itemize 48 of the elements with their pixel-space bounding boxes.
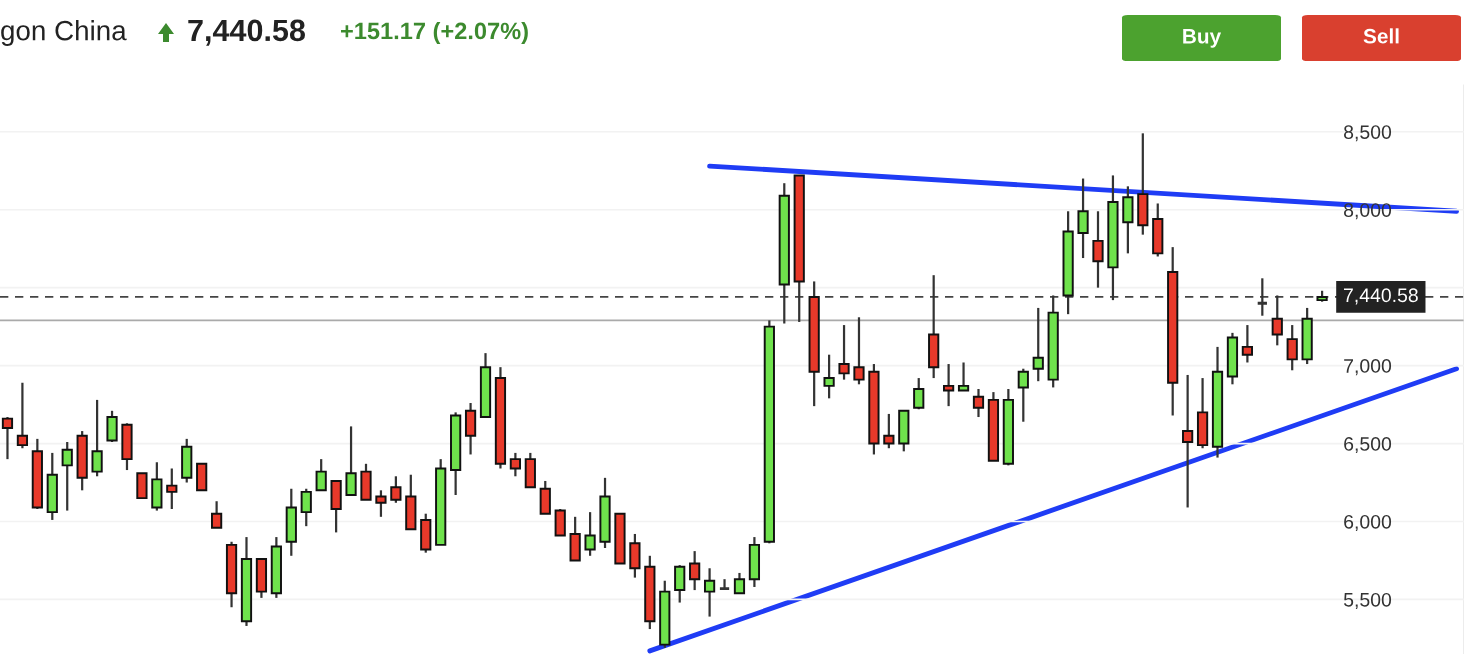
candlestick <box>1241 323 1253 364</box>
candlestick <box>390 475 402 504</box>
y-tick-label: 8,500 <box>1344 125 1392 142</box>
candlestick <box>1092 210 1104 289</box>
candlestick <box>300 487 312 528</box>
y-tick-label: 6,500 <box>1344 437 1392 454</box>
candlestick <box>853 316 865 386</box>
candlestick <box>166 467 178 511</box>
candlestick <box>584 511 596 557</box>
chart-title: gon China <box>1 20 127 46</box>
y-tick-label: 6,000 <box>1344 514 1392 532</box>
candlestick <box>345 425 357 497</box>
candlestick <box>1 415 14 461</box>
candlestick <box>718 578 731 590</box>
candlestick <box>106 409 118 444</box>
y-tick-label: 7,000 <box>1344 359 1392 376</box>
candlestick <box>703 567 716 618</box>
ref-line-label: 7,440.58 <box>1344 288 1418 305</box>
candlestick <box>1256 277 1269 317</box>
candlestick <box>733 571 746 595</box>
candlestick <box>315 458 327 492</box>
y-tick-label: 8,000 <box>1344 203 1392 220</box>
candlestick <box>883 412 895 450</box>
candlestick <box>1182 373 1194 509</box>
y-tick-label: 5,500 <box>1343 592 1392 609</box>
candlestick <box>16 381 29 450</box>
text: +151.17 (+2.07%) <box>340 22 528 44</box>
candlestick <box>1286 323 1298 372</box>
candlestick <box>1077 177 1089 260</box>
candlestick <box>375 489 387 518</box>
candlestick <box>823 353 835 400</box>
text: 7,440.58 <box>188 19 305 46</box>
candlestick <box>972 387 985 419</box>
candlestick <box>211 500 223 529</box>
candlestick <box>674 564 686 604</box>
text: Sell <box>1363 28 1399 44</box>
candlestick <box>943 362 955 408</box>
candlestick <box>1271 294 1283 347</box>
text: Buy <box>1183 29 1222 48</box>
candlestick <box>509 451 521 478</box>
candlestick <box>61 440 73 512</box>
candlestick <box>913 376 925 411</box>
candlestick <box>957 361 970 392</box>
candlestick <box>689 550 701 592</box>
candlestick <box>1032 306 1044 383</box>
candlestick <box>1017 367 1029 423</box>
candlestick <box>91 398 103 478</box>
candlestick <box>838 323 850 381</box>
